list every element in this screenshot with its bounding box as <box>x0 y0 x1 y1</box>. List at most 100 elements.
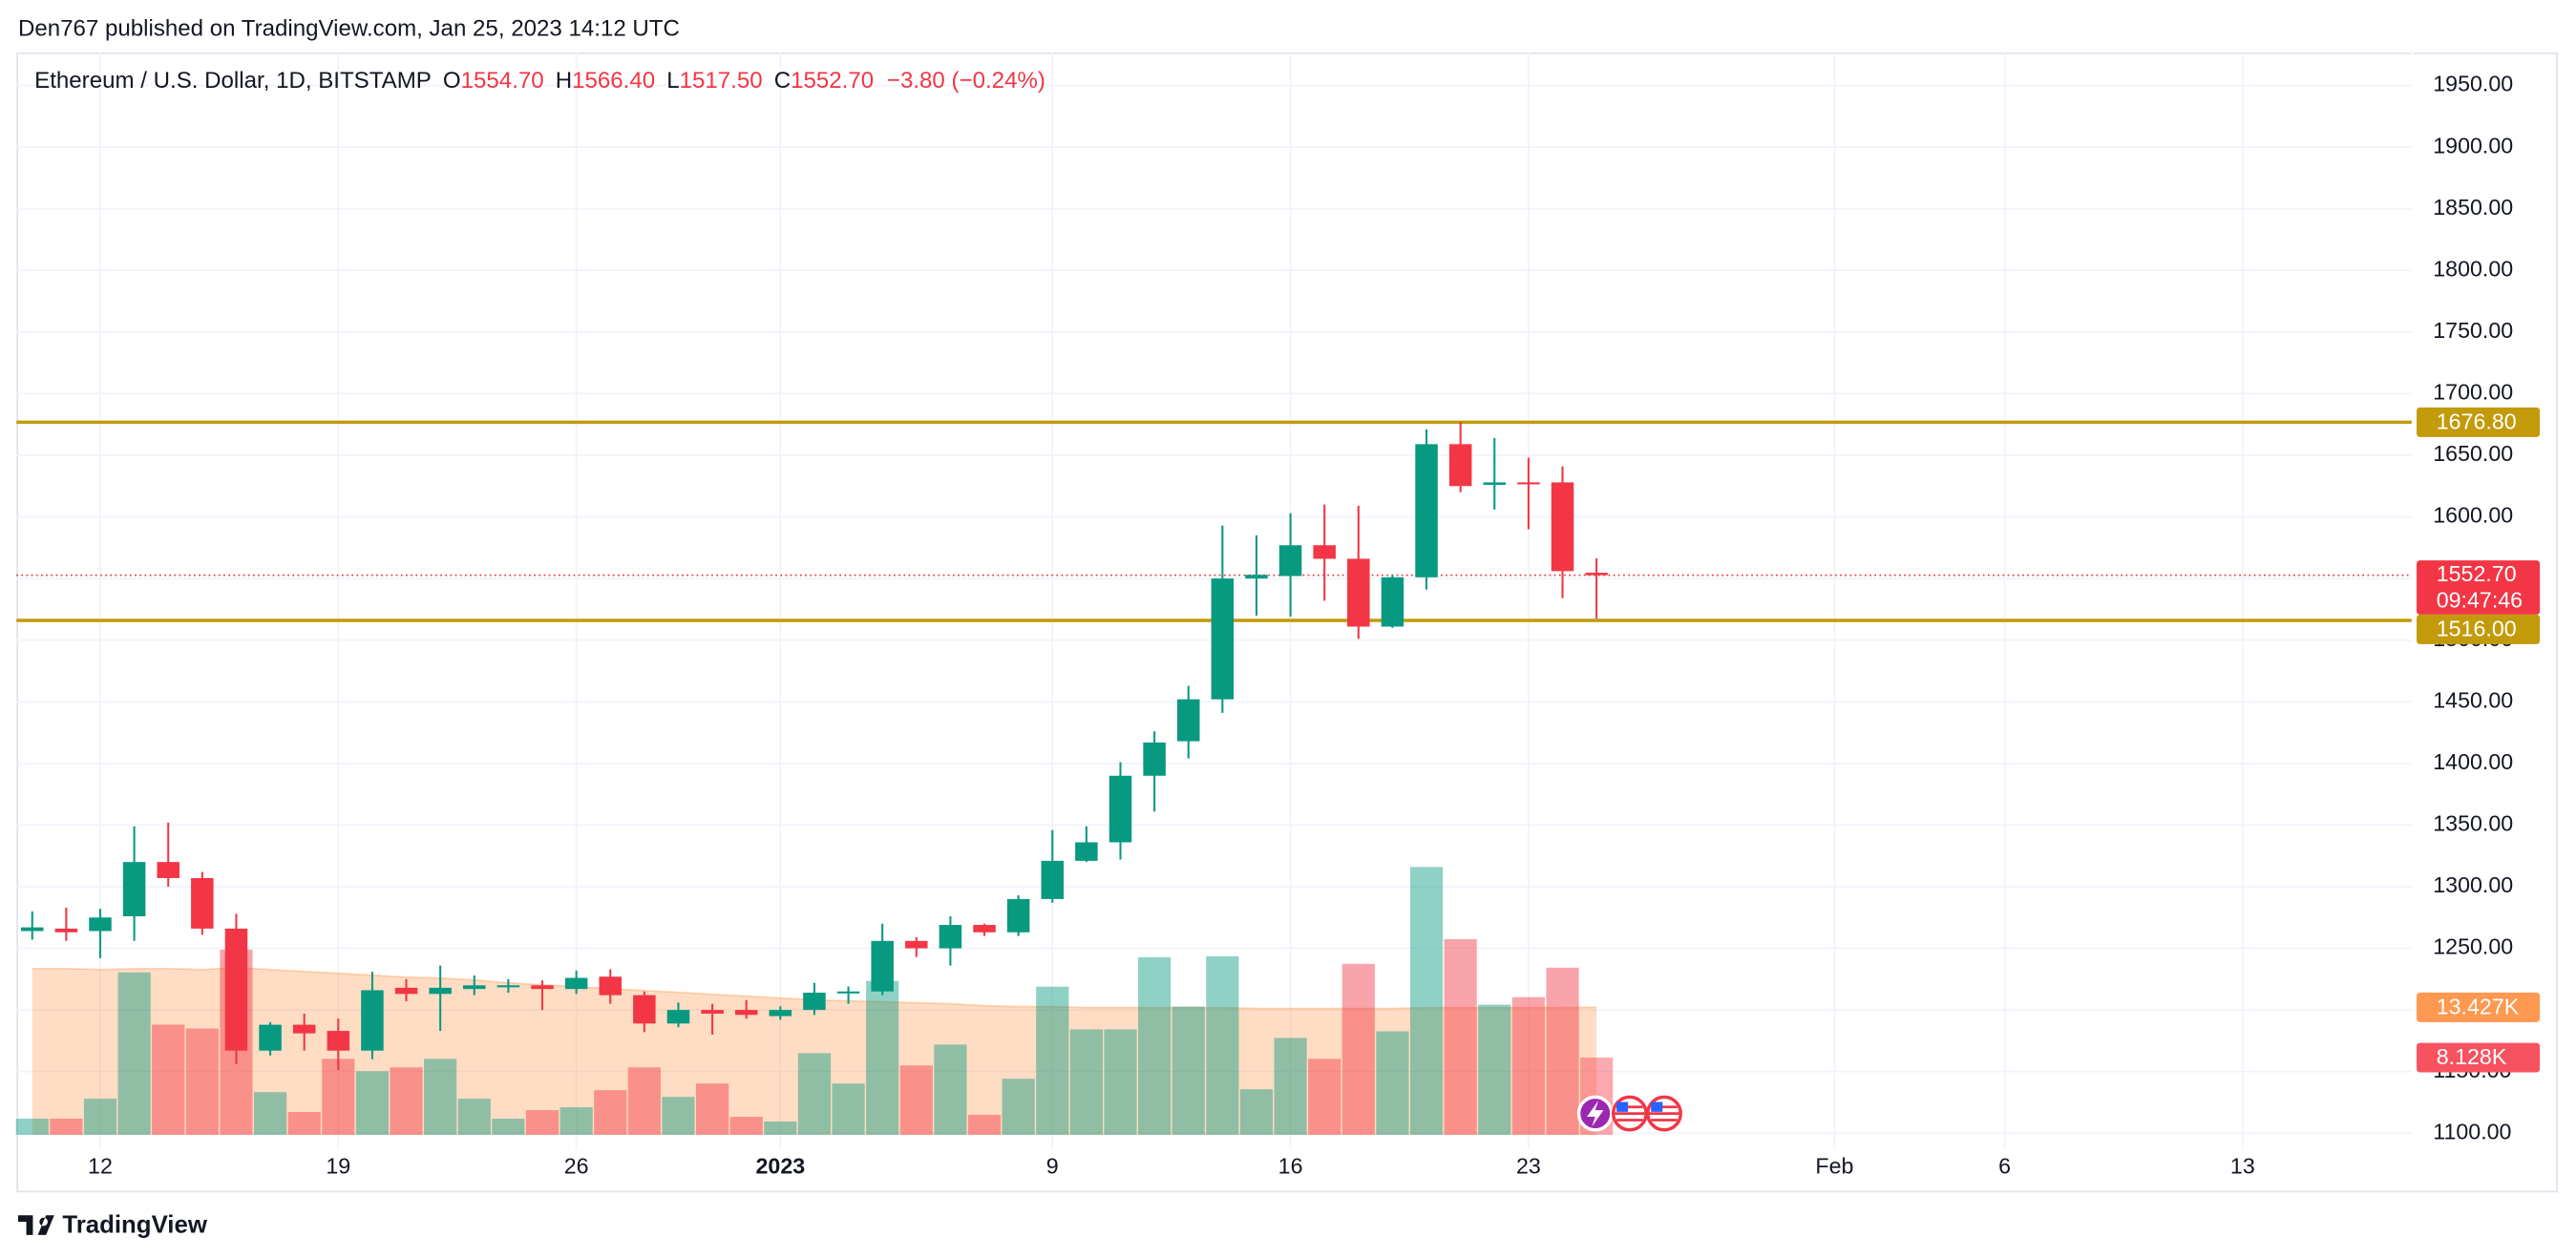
candle-body <box>1041 860 1065 899</box>
candle-body <box>1448 444 1472 487</box>
candle-body <box>1585 573 1608 576</box>
candle-body <box>1211 578 1235 700</box>
candle-body <box>89 917 112 932</box>
candle-body <box>599 976 622 996</box>
volume-bar <box>934 1044 967 1135</box>
y-tick-label: 1850.00 <box>2433 195 2513 220</box>
candle-body <box>157 862 179 878</box>
volume-bar <box>1172 1006 1205 1135</box>
candle-body <box>259 1024 282 1051</box>
legend-change: −3.80 (−0.24%) <box>887 68 1045 94</box>
y-tick-label: 1300.00 <box>2433 872 2513 897</box>
candle-body <box>292 1024 316 1034</box>
candle-body <box>734 1010 758 1016</box>
volume-bar <box>797 1053 832 1135</box>
volume-bar <box>1206 955 1239 1135</box>
candle-body <box>1075 842 1098 861</box>
volume-last-label: 8.128K <box>2437 1044 2507 1069</box>
candle-body <box>633 995 656 1024</box>
legend-symbol: Ethereum / U.S. Dollar, 1D, BITSTAMP <box>34 68 432 94</box>
level-label: 1516.00 <box>2437 616 2517 640</box>
legend-value: 1554.70 <box>461 68 544 94</box>
volume-bar <box>729 1117 763 1135</box>
brand-logo[interactable]: TradingView <box>17 1211 208 1238</box>
volume-bar <box>662 1097 695 1135</box>
volume-bar <box>117 972 151 1135</box>
us-flag-icon[interactable] <box>1611 1095 1648 1132</box>
volume-bar <box>1308 1059 1341 1135</box>
candle-body <box>496 985 520 988</box>
legend-value: 1552.70 <box>791 68 874 94</box>
candle-body <box>973 925 996 933</box>
last-price-box <box>2417 560 2541 615</box>
volume-bar <box>253 1092 287 1135</box>
brand-mark <box>17 1215 54 1235</box>
countdown-label: 09:47:46 <box>2437 587 2523 612</box>
y-tick-label: 1700.00 <box>2433 380 2513 405</box>
volume-bar <box>1409 867 1444 1135</box>
x-tick-label: 23 <box>1516 1154 1541 1179</box>
volume-bar <box>1444 938 1477 1135</box>
volume-bar <box>560 1107 593 1135</box>
candle-body <box>1245 575 1268 579</box>
event-icons <box>1576 1095 1682 1132</box>
candle-body <box>1109 775 1132 843</box>
volume-bar <box>764 1122 797 1135</box>
candle-body <box>20 927 44 932</box>
volume-bar <box>83 1099 117 1135</box>
volume-bar <box>457 1099 491 1135</box>
volume-layer <box>15 867 1614 1135</box>
legend-key: H <box>556 68 572 94</box>
candle-body <box>701 1010 724 1014</box>
volume-bar <box>1511 996 1545 1135</box>
y-tick-label: 1350.00 <box>2433 811 2513 836</box>
candle-body <box>803 993 826 1011</box>
x-tick-label: Feb <box>1815 1154 1853 1179</box>
volume-bar <box>967 1115 1002 1135</box>
volume-bar <box>1138 956 1172 1135</box>
legend-key: C <box>774 68 791 94</box>
y-tick-label: 1750.00 <box>2433 318 2513 343</box>
volume-bar <box>424 1059 457 1135</box>
candle-body <box>939 925 962 949</box>
y-tick-label: 1400.00 <box>2433 749 2513 774</box>
volume-last-box <box>2417 1042 2541 1073</box>
legend-value: 1566.40 <box>572 68 655 94</box>
candle-body <box>666 1010 690 1024</box>
candle-body <box>429 987 452 995</box>
candle-body <box>1551 482 1574 572</box>
level-label: 1676.80 <box>2437 409 2517 433</box>
volume-bar <box>627 1067 661 1135</box>
volume-bar <box>866 980 899 1135</box>
legend-key: L <box>666 68 679 94</box>
y-tick-label: 1600.00 <box>2433 503 2513 528</box>
volume-ma-area <box>32 967 1597 1135</box>
legend-value: 1517.50 <box>680 68 763 94</box>
candle-body <box>871 940 894 992</box>
x-tick-label: 9 <box>1046 1154 1059 1179</box>
last-price-label: 1552.70 <box>2437 561 2517 586</box>
candle-body <box>191 877 214 929</box>
candle-body <box>1415 444 1438 577</box>
volume-ma-label: 13.427K <box>2437 994 2520 1018</box>
volume-bar <box>322 1059 355 1135</box>
candle-body <box>394 987 418 995</box>
candle-body <box>122 862 146 916</box>
publish-header: Den767 published on TradingView.com, Jan… <box>18 15 680 41</box>
volume-bar <box>899 1065 933 1135</box>
candle-body <box>836 991 860 994</box>
candle-body <box>769 1010 792 1017</box>
volume-bar <box>15 1119 49 1135</box>
candle-body <box>1347 558 1370 627</box>
y-tick-label: 1100.00 <box>2433 1119 2511 1143</box>
legend: Ethereum / U.S. Dollar, 1D, BITSTAMP O155… <box>34 68 1045 94</box>
x-tick-label: 16 <box>1278 1154 1303 1179</box>
volume-bar <box>695 1083 729 1135</box>
volume-bar <box>1546 967 1579 1135</box>
volume-bar <box>1341 963 1375 1135</box>
us-flag-icon[interactable] <box>1646 1095 1682 1132</box>
chart-frame <box>16 52 2559 1193</box>
candles-layer <box>20 422 1608 1071</box>
volume-bar <box>185 1028 219 1135</box>
